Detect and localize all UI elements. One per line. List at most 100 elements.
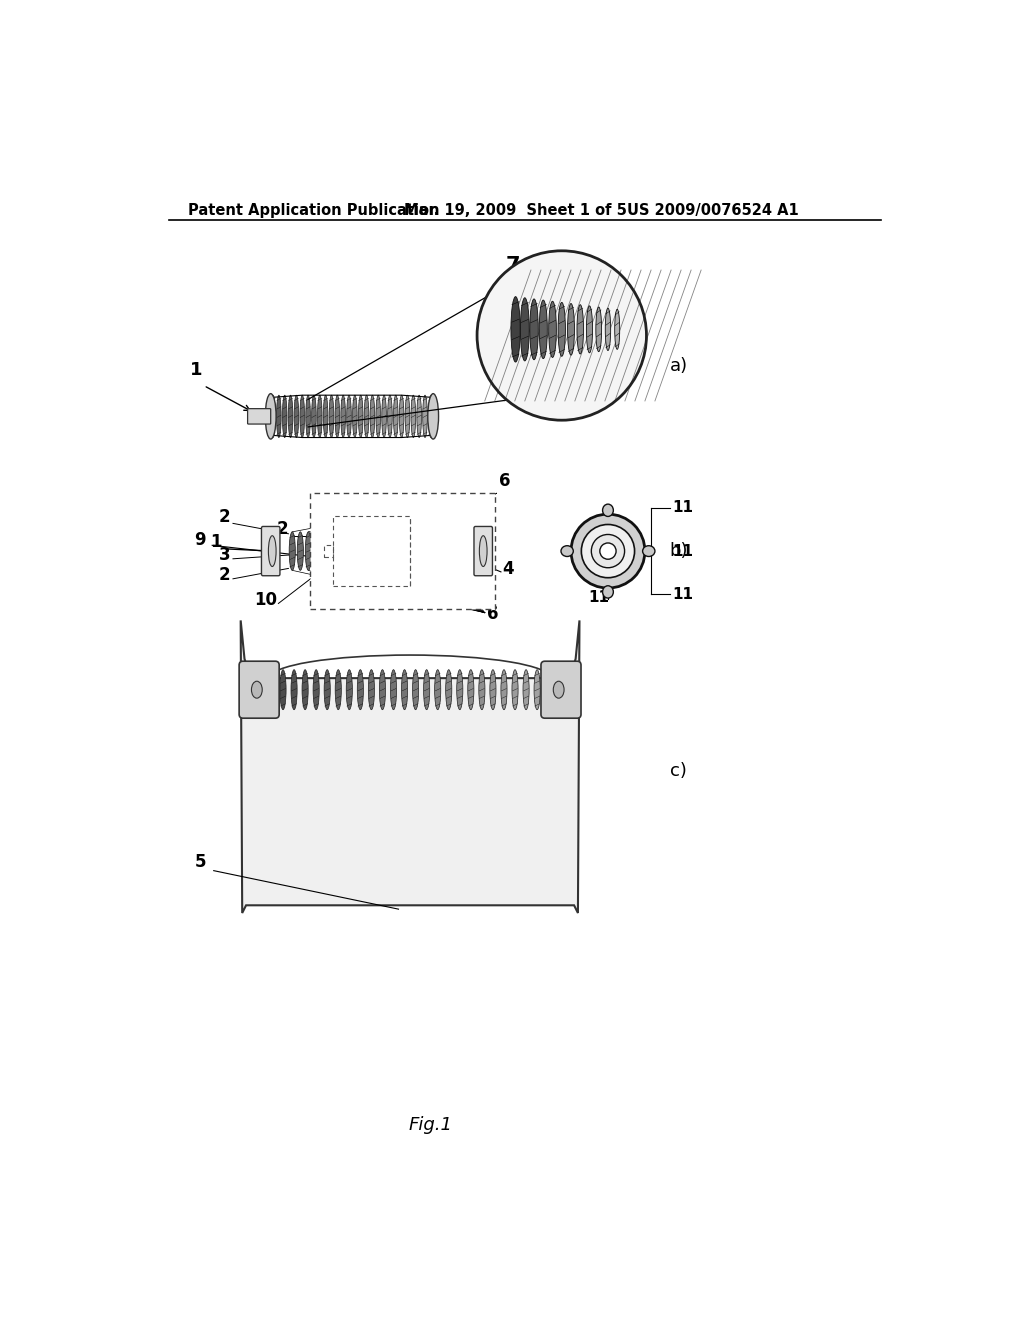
Ellipse shape [428,393,438,440]
Ellipse shape [382,395,386,437]
Ellipse shape [379,669,385,710]
Ellipse shape [643,545,655,557]
Ellipse shape [479,536,487,566]
Ellipse shape [511,297,520,362]
Text: b): b) [670,543,688,560]
Ellipse shape [289,532,295,570]
Ellipse shape [445,669,452,710]
Bar [333,516,410,586]
Text: 7: 7 [505,256,520,276]
Ellipse shape [549,301,556,358]
Ellipse shape [294,395,299,437]
Bar [310,494,495,609]
Ellipse shape [357,669,364,710]
Circle shape [591,535,625,568]
Text: Fig.1: Fig.1 [409,1115,453,1134]
Ellipse shape [411,532,417,570]
Ellipse shape [553,681,564,698]
Ellipse shape [300,395,304,437]
Ellipse shape [561,545,573,557]
Ellipse shape [596,308,602,351]
Ellipse shape [567,304,574,355]
Ellipse shape [252,681,262,698]
Bar [324,545,333,557]
Ellipse shape [335,669,341,710]
Ellipse shape [512,669,518,710]
Ellipse shape [325,669,331,710]
Ellipse shape [587,306,593,352]
Ellipse shape [602,504,613,516]
Ellipse shape [558,302,565,356]
Text: 1: 1 [189,362,203,379]
Ellipse shape [313,532,319,570]
Ellipse shape [468,669,474,710]
Text: 11: 11 [673,544,693,558]
Circle shape [571,515,645,589]
Ellipse shape [605,308,610,351]
Text: a): a) [670,358,688,375]
Ellipse shape [399,395,403,437]
Circle shape [600,543,616,560]
Polygon shape [241,620,580,913]
Text: 11: 11 [673,500,693,516]
FancyBboxPatch shape [248,409,270,424]
Ellipse shape [501,669,507,710]
Ellipse shape [394,532,400,570]
Text: 11: 11 [588,590,609,605]
FancyBboxPatch shape [474,527,493,576]
Ellipse shape [306,395,310,437]
Ellipse shape [361,532,368,570]
Ellipse shape [577,305,584,354]
Ellipse shape [291,669,297,710]
Ellipse shape [313,669,319,710]
Ellipse shape [347,395,351,437]
Ellipse shape [329,395,334,437]
Ellipse shape [411,395,416,437]
Ellipse shape [376,395,381,437]
Ellipse shape [393,395,398,437]
Ellipse shape [341,395,345,437]
Ellipse shape [305,532,311,570]
Ellipse shape [459,532,465,570]
Text: 2: 2 [219,566,230,585]
Ellipse shape [365,395,369,437]
Ellipse shape [417,395,422,437]
Text: 9: 9 [195,532,206,549]
Ellipse shape [442,532,449,570]
Ellipse shape [424,669,430,710]
Ellipse shape [335,395,340,437]
Ellipse shape [302,669,308,710]
Ellipse shape [346,669,352,710]
Circle shape [477,251,646,420]
Text: 6: 6 [487,605,499,623]
Ellipse shape [489,669,496,710]
Ellipse shape [426,532,432,570]
Ellipse shape [283,395,287,437]
Ellipse shape [614,309,620,350]
Ellipse shape [297,532,303,570]
FancyBboxPatch shape [240,661,280,718]
Text: 6: 6 [499,471,510,490]
FancyBboxPatch shape [261,527,280,576]
Ellipse shape [353,532,359,570]
Ellipse shape [535,669,541,710]
Ellipse shape [418,532,424,570]
Ellipse shape [390,669,396,710]
Ellipse shape [311,395,316,437]
Ellipse shape [352,395,357,437]
Ellipse shape [276,395,282,437]
Ellipse shape [324,395,328,437]
Ellipse shape [370,395,375,437]
Ellipse shape [346,532,352,570]
Text: 4: 4 [503,560,514,578]
Text: 11: 11 [673,586,693,602]
Ellipse shape [268,536,276,566]
Ellipse shape [378,532,384,570]
Ellipse shape [523,669,529,710]
Ellipse shape [451,532,457,570]
Ellipse shape [402,532,409,570]
Ellipse shape [423,395,427,437]
Text: Patent Application Publication: Patent Application Publication [188,203,440,218]
Ellipse shape [338,532,344,570]
Text: c): c) [670,762,686,780]
